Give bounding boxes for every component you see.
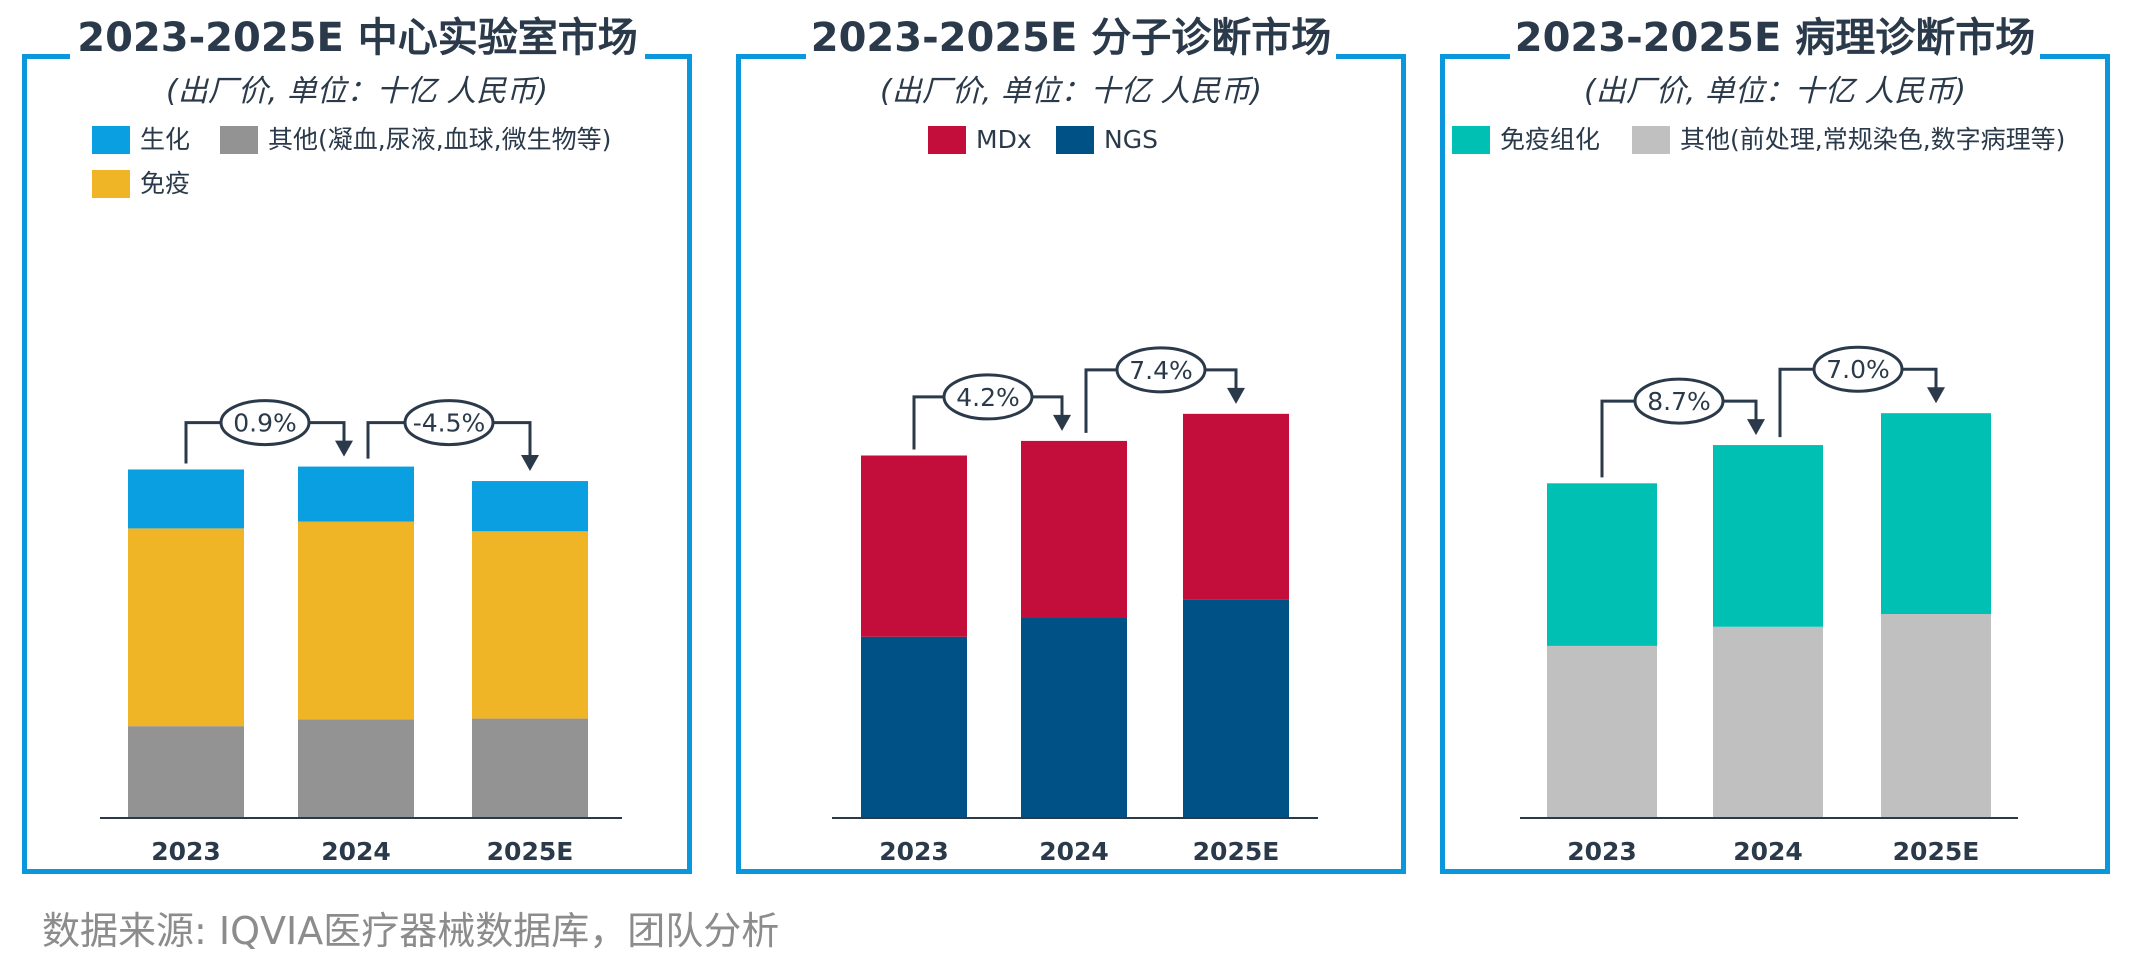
legend-label: 免疫组化	[1500, 125, 1601, 154]
growth-rate-label: 7.4%	[1129, 356, 1193, 385]
bar-segment	[298, 466, 414, 522]
legend-item-mdx: MDx	[928, 122, 1032, 156]
bar-segment	[472, 531, 588, 719]
growth-badge	[1115, 346, 1207, 394]
x-tick-label: 2025E	[487, 837, 574, 866]
source-note: 数据来源: IQVIA医疗器械数据库，团队分析	[42, 909, 780, 953]
panel-subtitle-pathology: (出厂价, 单位：十亿 人民币)	[1583, 74, 1967, 109]
bar-segment	[861, 636, 967, 818]
x-tick-label: 2023	[879, 837, 949, 866]
legend-swatch	[92, 126, 130, 154]
legend-swatch	[1056, 126, 1094, 154]
bar-segment	[472, 718, 588, 818]
legend-swatch	[92, 170, 130, 198]
growth-arrowhead	[1053, 414, 1071, 431]
bar-segment	[472, 481, 588, 532]
legend-swatch	[220, 126, 258, 154]
legend-label: NGS	[1104, 125, 1158, 154]
growth-badge	[1812, 345, 1904, 393]
x-tick-label: 2023	[151, 837, 221, 866]
legend-swatch	[928, 126, 966, 154]
growth-rate-label: 8.7%	[1647, 387, 1711, 416]
bar-segment	[1547, 645, 1657, 818]
x-tick-label: 2024	[1039, 837, 1109, 866]
x-tick-label: 2025E	[1193, 837, 1280, 866]
legend-label: 其他(前处理,常规染色,数字病理等)	[1680, 125, 2066, 154]
bar-segment	[128, 469, 244, 529]
x-tick-label: 2025E	[1893, 837, 1980, 866]
growth-arrowhead	[335, 440, 353, 457]
legend-item-biochem: 生化	[92, 122, 190, 156]
bar-segment	[1183, 413, 1289, 600]
bar-segment	[1547, 483, 1657, 646]
panel-title-central-lab: 2023-2025E 中心实验室市场	[70, 8, 645, 68]
bar-segment	[1881, 614, 1991, 818]
legend-label: MDx	[976, 125, 1032, 154]
x-tick-label: 2024	[1733, 837, 1803, 866]
bar-segment	[1021, 440, 1127, 618]
growth-rate-label: 7.0%	[1826, 355, 1890, 384]
panel-subtitle-central-lab: (出厂价, 单位：十亿 人民币)	[165, 74, 549, 109]
x-tick-label: 2023	[1567, 837, 1637, 866]
growth-badge	[942, 373, 1034, 421]
legend-item-immuno: 免疫	[92, 166, 190, 200]
growth-rate-label: 0.9%	[233, 409, 297, 438]
bar-segment	[298, 719, 414, 818]
legend-item-other-path: 其他(前处理,常规染色,数字病理等)	[1632, 122, 2065, 156]
growth-badge	[219, 399, 311, 447]
bar-segment	[1713, 626, 1823, 818]
x-tick-label: 2024	[321, 837, 391, 866]
bar-segment	[128, 726, 244, 818]
bar-segment	[1021, 618, 1127, 818]
panel-subtitle-molecular: (出厂价, 单位：十亿 人民币)	[879, 74, 1263, 109]
legend-label: 其他(凝血,尿液,血球,微生物等)	[268, 125, 612, 154]
legend-swatch	[1632, 126, 1670, 154]
growth-rate-label: -4.5%	[413, 409, 486, 438]
legend-label: 生化	[140, 125, 191, 154]
bar-segment	[1881, 413, 1991, 614]
legend-item-ngs: NGS	[1056, 122, 1158, 156]
panel-title-pathology: 2023-2025E 病理诊断市场	[1510, 8, 2040, 68]
legend-label: 免疫	[140, 169, 191, 198]
growth-rate-label: 4.2%	[956, 383, 1020, 412]
bar-segment	[1183, 599, 1289, 818]
growth-arrowhead	[521, 455, 539, 472]
legend-swatch	[1452, 126, 1490, 154]
bar-segment	[1713, 445, 1823, 627]
legend-item-other-lab: 其他(凝血,尿液,血球,微生物等)	[220, 122, 611, 156]
growth-badge	[403, 399, 495, 447]
bar-segment	[861, 455, 967, 637]
growth-arrowhead	[1747, 419, 1765, 436]
growth-arrowhead	[1227, 387, 1245, 404]
legend-item-ihc: 免疫组化	[1452, 122, 1600, 156]
growth-arrowhead	[1927, 387, 1945, 404]
growth-badge	[1633, 377, 1725, 425]
bar-segment	[128, 528, 244, 727]
panel-title-molecular: 2023-2025E 分子诊断市场	[806, 8, 1336, 68]
bar-segment	[298, 521, 414, 720]
